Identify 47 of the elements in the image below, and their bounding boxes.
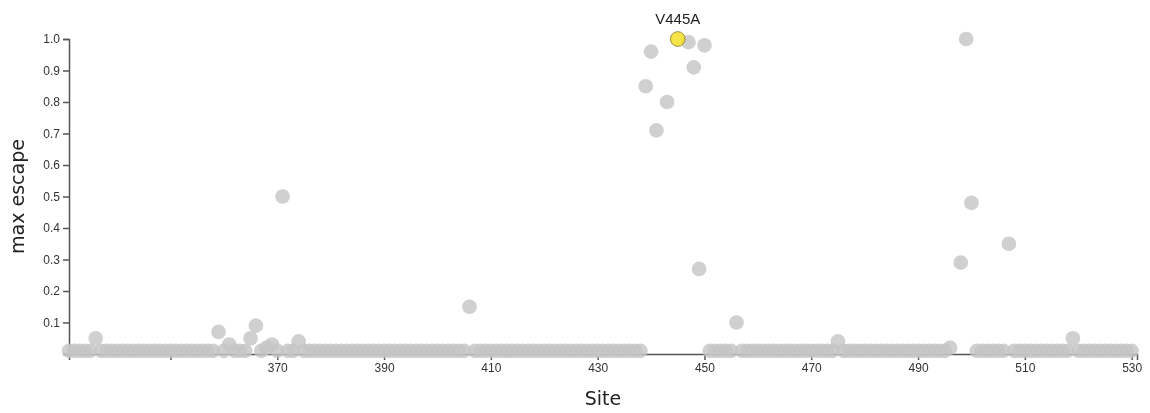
point: [1001, 236, 1017, 252]
y-tick-label: 1.0: [43, 32, 61, 47]
x-tick-label: 530: [1122, 360, 1143, 375]
y-tick-label: 0.4: [43, 221, 61, 236]
annotation: V445A: [655, 10, 701, 27]
point: [462, 299, 477, 315]
point: [942, 340, 958, 356]
point: [275, 189, 290, 204]
point: [659, 94, 675, 110]
y-tick-label: 0.7: [43, 126, 61, 141]
point: [638, 78, 654, 94]
point: [964, 195, 979, 211]
x-tick-label: 510: [1015, 360, 1036, 375]
y-tick-label: 0.9: [43, 63, 61, 78]
y-tick-label: 0.2: [43, 284, 61, 299]
x-tick-label: 370: [267, 360, 289, 375]
point: [953, 255, 969, 270]
point: [729, 315, 744, 330]
point: [264, 337, 280, 352]
point: [1065, 330, 1081, 346]
point: [211, 324, 226, 340]
point: [958, 31, 974, 47]
point: [221, 337, 237, 352]
point: [830, 334, 846, 349]
point: [643, 44, 659, 59]
x-axis-title: Site: [584, 387, 622, 409]
point: [669, 31, 686, 47]
x-tick-label: 490: [908, 360, 929, 375]
point: [686, 60, 702, 75]
x-tick-label: 450: [694, 360, 716, 375]
point: [691, 261, 707, 277]
x-tick-label: 390: [374, 360, 395, 375]
point: [291, 334, 306, 349]
point: [243, 330, 258, 346]
y-tick-label: 0.3: [43, 252, 61, 267]
y-tick-label: 0.6: [43, 158, 61, 173]
y-tick-label: 0.8: [43, 95, 61, 110]
point: [649, 123, 664, 138]
y-tick-label: 0.5: [43, 189, 61, 204]
x-tick-label: 410: [481, 360, 502, 375]
point: [88, 330, 104, 346]
point: [248, 318, 264, 333]
x-tick-label: 430: [588, 360, 609, 375]
y-axis-title: max escape: [6, 139, 28, 254]
x-tick-label: 470: [801, 360, 823, 375]
point: [697, 37, 712, 53]
y-tick-label: 0.1: [43, 315, 61, 330]
